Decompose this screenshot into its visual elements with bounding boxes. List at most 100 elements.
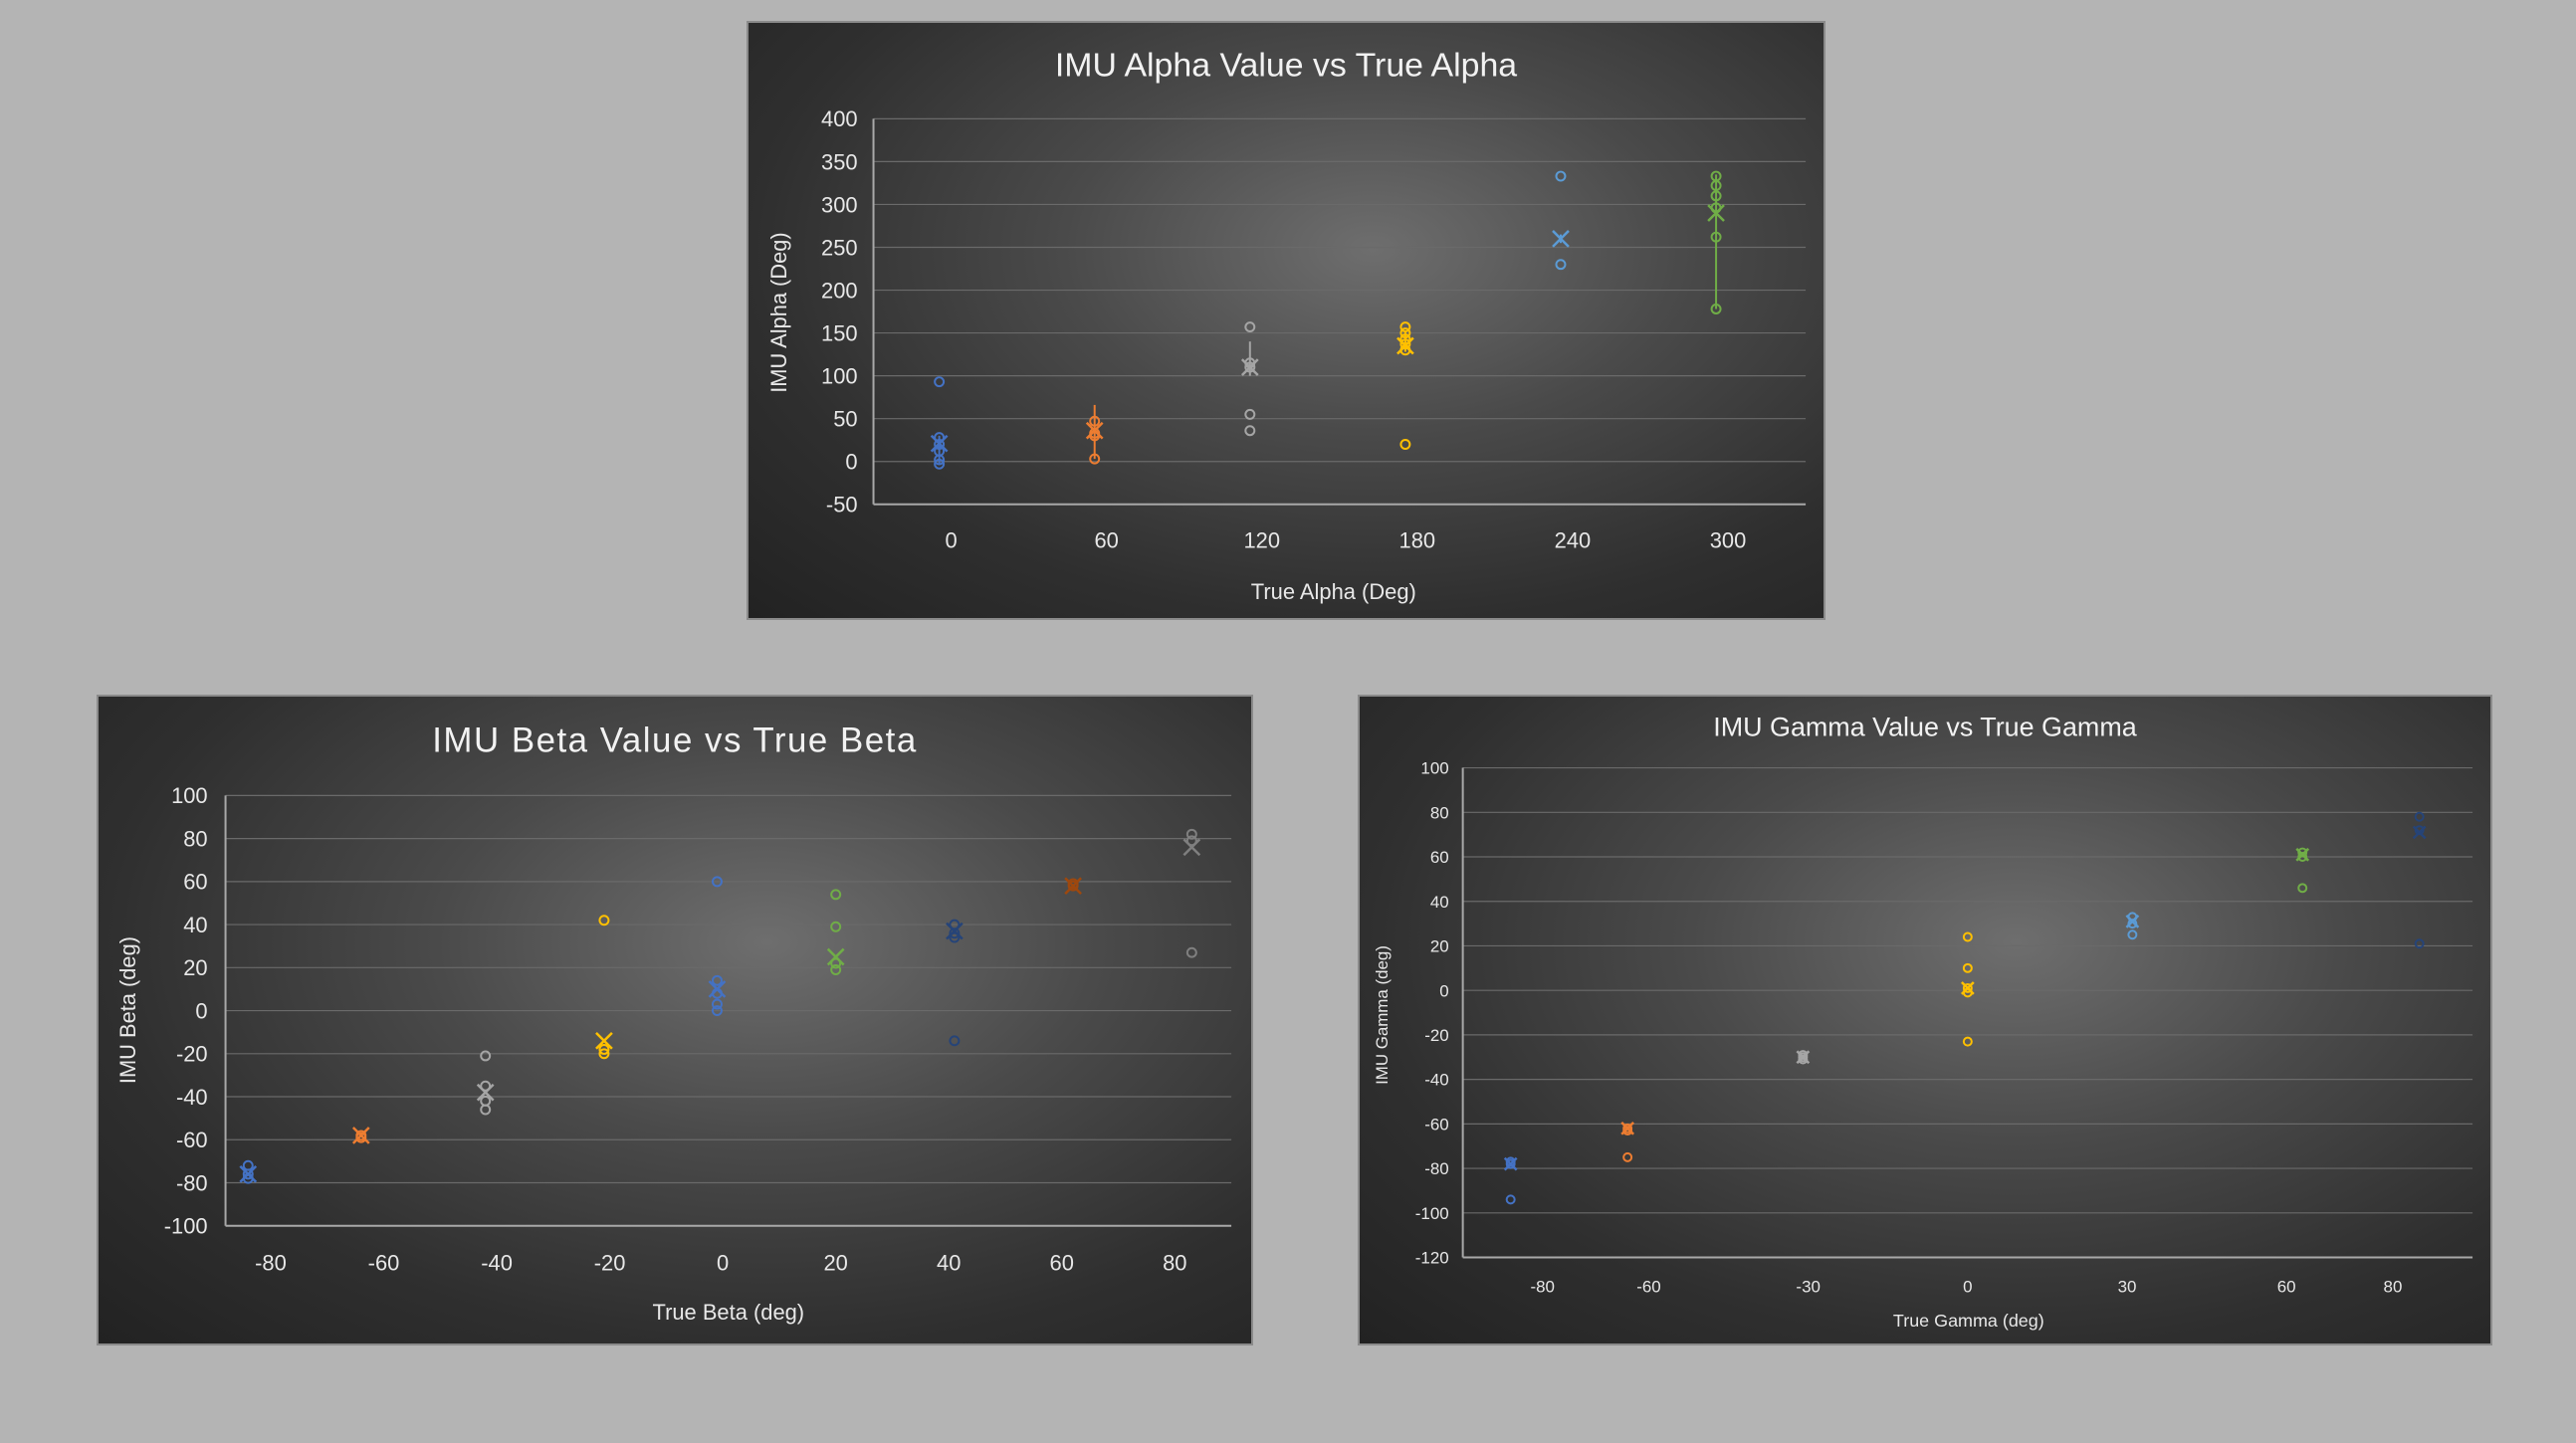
alpha-chart-panel: IMU Alpha Value vs True Alpha True Alpha… (747, 21, 1825, 620)
beta-x-tick-label: 60 (1050, 1250, 1074, 1275)
beta-chart-panel: IMU Beta Value vs True Beta True Beta (d… (97, 695, 1253, 1345)
gamma-data-point (2414, 938, 2425, 949)
beta-data-point (242, 1159, 254, 1171)
alpha-y-tick-label: 50 (833, 407, 857, 432)
gamma-mean-marker (1620, 1121, 1635, 1135)
gamma-x-tick-label: 80 (2384, 1277, 2403, 1296)
beta-mean-marker (708, 980, 727, 998)
beta-x-tick-label: 40 (937, 1250, 961, 1275)
gamma-data-point (1505, 1158, 1516, 1169)
beta-x-tick-label: 80 (1163, 1250, 1186, 1275)
beta-data-point (480, 1050, 492, 1062)
beta-data-point (1185, 835, 1197, 847)
beta-mean-marker (351, 1127, 370, 1144)
beta-y-tick-label: 100 (171, 783, 208, 808)
beta-mean-marker (595, 1031, 613, 1050)
beta-mean-marker (826, 947, 845, 966)
beta-data-point (480, 1104, 492, 1116)
gamma-x-tick-label: 30 (2118, 1277, 2137, 1296)
beta-data-point (242, 1168, 254, 1180)
gamma-mean-marker (1796, 1050, 1811, 1065)
alpha-mean-marker (1552, 230, 1570, 248)
alpha-data-point (934, 376, 946, 388)
gamma-data-point (1505, 1194, 1516, 1205)
alpha-x-axis-label: True Alpha (Deg) (1251, 579, 1416, 604)
gamma-data-point (1962, 982, 1973, 993)
alpha-y-tick-label: 350 (821, 149, 858, 174)
gamma-data-point (1962, 931, 1973, 942)
alpha-data-point (1399, 439, 1411, 450)
gamma-data-point (1962, 1036, 1973, 1047)
alpha-y-tick-label: 100 (821, 364, 858, 389)
beta-data-point (1067, 880, 1079, 892)
alpha-data-point (1399, 333, 1411, 345)
gamma-data-point (2414, 811, 2425, 822)
alpha-mean-marker (930, 434, 949, 453)
beta-mean-marker (1064, 877, 1082, 896)
alpha-data-point (1710, 190, 1722, 202)
alpha-chart: IMU Alpha Value vs True Alpha True Alpha… (766, 47, 1807, 604)
gamma-x-axis-label: True Gamma (deg) (1893, 1311, 2044, 1331)
alpha-data-point (1555, 259, 1567, 271)
alpha-data-point (934, 458, 946, 470)
alpha-y-tick-label: 400 (821, 106, 858, 131)
beta-data-point (480, 1095, 492, 1107)
gamma-x-tick-label: -30 (1796, 1277, 1820, 1296)
alpha-data-point (1399, 338, 1411, 350)
gamma-mean-marker (2412, 825, 2427, 840)
gamma-y-tick-label: -80 (1424, 1159, 1448, 1178)
beta-mean-marker (946, 922, 964, 940)
beta-chart: IMU Beta Value vs True Beta True Beta (d… (115, 722, 1232, 1325)
beta-data-point (711, 974, 723, 986)
gamma-y-tick-label: 0 (1439, 981, 1448, 1000)
gamma-y-tick-label: 80 (1430, 803, 1449, 822)
alpha-y-tick-label: 200 (821, 278, 858, 303)
beta-y-tick-label: -60 (176, 1128, 208, 1152)
gamma-mean-marker (1503, 1156, 1518, 1171)
gamma-data-point (2127, 929, 2138, 940)
beta-x-tick-label: -60 (368, 1250, 400, 1275)
alpha-data-point (1089, 453, 1101, 465)
alpha-y-tick-label: 250 (821, 235, 858, 260)
alpha-data-point (1244, 361, 1256, 373)
beta-mean-marker (476, 1083, 495, 1102)
beta-x-tick-label: 0 (717, 1250, 729, 1275)
gamma-y-axis-label: IMU Gamma (deg) (1373, 945, 1392, 1085)
gamma-chart-panel: IMU Gamma Value vs True Gamma True Gamma… (1358, 695, 2492, 1345)
beta-data-point (949, 1035, 961, 1047)
beta-x-tick-label: -80 (255, 1250, 287, 1275)
beta-data-point (830, 957, 842, 969)
alpha-mean-marker (1085, 421, 1104, 440)
beta-y-tick-label: 20 (183, 955, 207, 980)
beta-data-point (598, 1048, 610, 1060)
alpha-data-point (1399, 321, 1411, 333)
alpha-x-tick-label: 60 (1094, 528, 1118, 553)
gamma-y-tick-label: -60 (1424, 1115, 1448, 1134)
alpha-x-tick-label: 180 (1399, 528, 1436, 553)
gamma-y-tick-label: 40 (1430, 893, 1449, 912)
beta-y-tick-label: 40 (183, 913, 207, 937)
alpha-data-point (1244, 321, 1256, 333)
alpha-mean-marker (1396, 336, 1414, 355)
alpha-x-tick-label: 300 (1710, 528, 1747, 553)
gamma-y-tick-label: -120 (1415, 1249, 1449, 1268)
beta-data-point (711, 876, 723, 888)
beta-x-axis-label: True Beta (deg) (653, 1300, 805, 1325)
alpha-data-point (1399, 327, 1411, 339)
beta-y-tick-label: -100 (164, 1214, 208, 1239)
gamma-mean-marker (1960, 981, 1975, 995)
beta-y-tick-label: 0 (195, 998, 207, 1023)
gamma-chart-title: IMU Gamma Value vs True Gamma (1713, 713, 2137, 742)
alpha-y-tick-label: -50 (826, 493, 858, 517)
alpha-data-point (934, 439, 946, 450)
beta-mean-marker (239, 1165, 258, 1183)
gamma-chart: IMU Gamma Value vs True Gamma True Gamma… (1373, 713, 2473, 1331)
gamma-y-tick-label: 100 (1420, 759, 1448, 778)
alpha-data-point (1710, 231, 1722, 243)
beta-data-point (598, 1044, 610, 1055)
beta-y-tick-label: -20 (176, 1042, 208, 1067)
beta-data-point (830, 921, 842, 932)
alpha-data-point (1555, 170, 1567, 182)
alpha-data-point (1244, 408, 1256, 420)
beta-data-point (830, 889, 842, 901)
